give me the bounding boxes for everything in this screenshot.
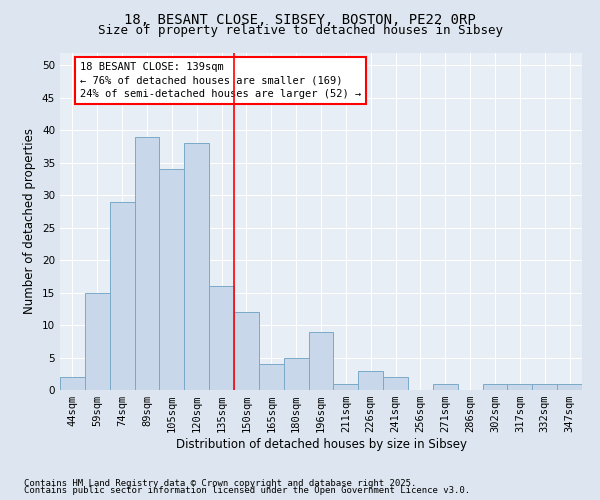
Bar [334, 384, 358, 390]
Bar [557, 384, 582, 390]
Text: 18, BESANT CLOSE, SIBSEY, BOSTON, PE22 0RP: 18, BESANT CLOSE, SIBSEY, BOSTON, PE22 0… [124, 12, 476, 26]
Bar [259, 364, 284, 390]
Bar [134, 137, 160, 390]
Y-axis label: Number of detached properties: Number of detached properties [23, 128, 37, 314]
Bar [284, 358, 308, 390]
Bar [160, 170, 184, 390]
Text: Contains public sector information licensed under the Open Government Licence v3: Contains public sector information licen… [24, 486, 470, 495]
Bar [482, 384, 508, 390]
Text: Size of property relative to detached houses in Sibsey: Size of property relative to detached ho… [97, 24, 503, 37]
Bar [184, 144, 209, 390]
Text: Contains HM Land Registry data © Crown copyright and database right 2025.: Contains HM Land Registry data © Crown c… [24, 478, 416, 488]
Bar [433, 384, 458, 390]
Bar [532, 384, 557, 390]
Bar [85, 292, 110, 390]
X-axis label: Distribution of detached houses by size in Sibsey: Distribution of detached houses by size … [176, 438, 467, 451]
Text: 18 BESANT CLOSE: 139sqm
← 76% of detached houses are smaller (169)
24% of semi-d: 18 BESANT CLOSE: 139sqm ← 76% of detache… [80, 62, 361, 98]
Bar [209, 286, 234, 390]
Bar [508, 384, 532, 390]
Bar [358, 370, 383, 390]
Bar [308, 332, 334, 390]
Bar [110, 202, 134, 390]
Bar [60, 377, 85, 390]
Bar [234, 312, 259, 390]
Bar [383, 377, 408, 390]
